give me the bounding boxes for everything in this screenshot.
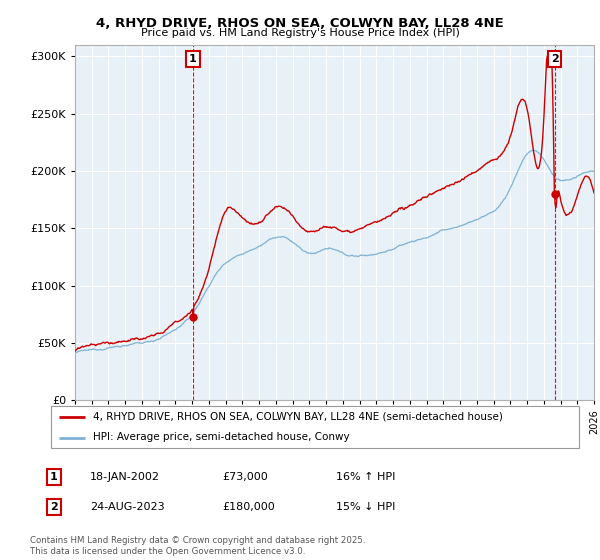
Text: 24-AUG-2023: 24-AUG-2023 <box>90 502 164 512</box>
Text: Price paid vs. HM Land Registry's House Price Index (HPI): Price paid vs. HM Land Registry's House … <box>140 28 460 38</box>
Text: 15% ↓ HPI: 15% ↓ HPI <box>336 502 395 512</box>
Text: 1: 1 <box>50 472 58 482</box>
Text: 2: 2 <box>50 502 58 512</box>
FancyBboxPatch shape <box>51 406 579 448</box>
Text: 1: 1 <box>189 54 197 64</box>
Text: Contains HM Land Registry data © Crown copyright and database right 2025.
This d: Contains HM Land Registry data © Crown c… <box>30 536 365 556</box>
Text: HPI: Average price, semi-detached house, Conwy: HPI: Average price, semi-detached house,… <box>93 432 350 442</box>
Text: 4, RHYD DRIVE, RHOS ON SEA, COLWYN BAY, LL28 4NE (semi-detached house): 4, RHYD DRIVE, RHOS ON SEA, COLWYN BAY, … <box>93 412 503 422</box>
Text: 4, RHYD DRIVE, RHOS ON SEA, COLWYN BAY, LL28 4NE: 4, RHYD DRIVE, RHOS ON SEA, COLWYN BAY, … <box>96 17 504 30</box>
Text: 2: 2 <box>551 54 559 64</box>
Text: 18-JAN-2002: 18-JAN-2002 <box>90 472 160 482</box>
Text: 16% ↑ HPI: 16% ↑ HPI <box>336 472 395 482</box>
Text: £180,000: £180,000 <box>222 502 275 512</box>
Text: £73,000: £73,000 <box>222 472 268 482</box>
